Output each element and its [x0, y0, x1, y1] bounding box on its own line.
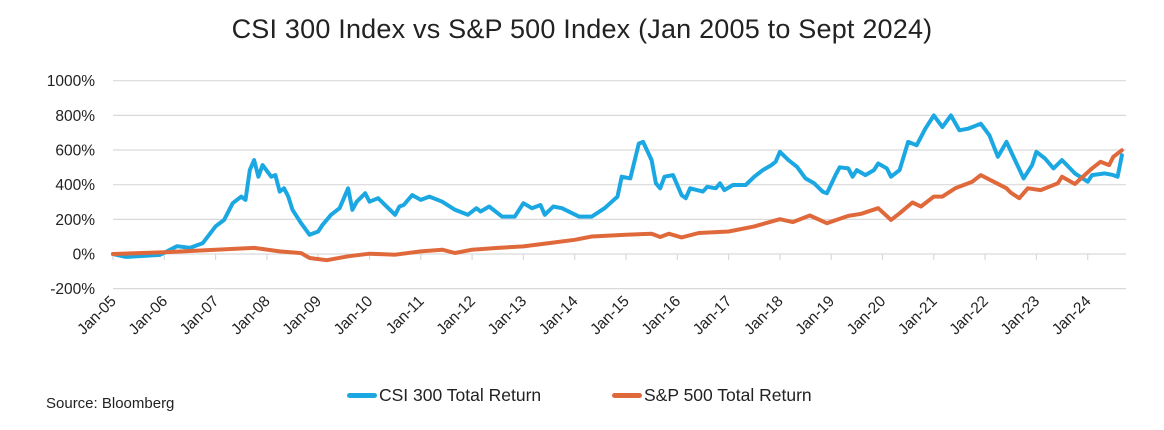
- x-tick-label: Jan-14: [536, 293, 582, 339]
- y-tick-label: -200%: [50, 281, 95, 298]
- x-tick-label: Jan-21: [895, 293, 941, 339]
- chart-title: CSI 300 Index vs S&P 500 Index (Jan 2005…: [231, 14, 933, 44]
- x-tick-label: Jan-06: [126, 293, 172, 339]
- series-lines: [111, 113, 1124, 263]
- x-tick-label: Jan-22: [946, 293, 992, 339]
- x-tick-label: Jan-24: [1049, 293, 1095, 339]
- series-line-csi300: [111, 113, 1124, 259]
- legend-item-sp500: S&P 500 Total Return: [612, 385, 812, 406]
- legend-label-csi300: CSI 300 Total Return: [379, 385, 542, 405]
- gridlines: [113, 80, 1126, 290]
- series-line-sp500: [111, 148, 1124, 263]
- x-tick-label: Jan-23: [998, 293, 1044, 339]
- x-tick-label: Jan-05: [74, 293, 120, 339]
- y-tick-label: 0%: [73, 247, 96, 264]
- x-tick-label: Jan-10: [331, 293, 377, 339]
- legend-item-csi300: CSI 300 Total Return: [347, 385, 541, 406]
- x-tick-label: Jan-17: [690, 293, 736, 339]
- source-note: Source: Bloomberg: [46, 395, 175, 412]
- legend-label-sp500: S&P 500 Total Return: [644, 385, 812, 405]
- x-tick-label: Jan-12: [433, 293, 479, 339]
- x-tick-label: Jan-11: [383, 293, 428, 338]
- y-tick-label: 400%: [55, 177, 95, 194]
- legend-swatch-sp500: [612, 393, 642, 398]
- x-axis: Jan-05 Jan-06 Jan-07 Jan-08 Jan-09 Jan-10 Jan-…: [74, 254, 1095, 338]
- y-tick-label: 800%: [55, 108, 95, 125]
- x-tick-label: Jan-19: [792, 293, 838, 339]
- x-tick-label: Jan-08: [228, 293, 274, 339]
- y-tick-label: 200%: [55, 212, 95, 229]
- x-tick-label: Jan-16: [639, 293, 685, 339]
- x-tick-label: Jan-20: [844, 293, 890, 339]
- y-tick-label: 1000%: [47, 73, 95, 90]
- legend-swatch-csi300: [347, 393, 377, 398]
- x-tick-label: Jan-07: [177, 293, 223, 339]
- x-tick-label: Jan-15: [587, 293, 633, 339]
- y-axis-tick-labels: 1000% 800% 600% 400% 200% 0% -200%: [47, 73, 95, 298]
- x-tick-label: Jan-09: [279, 293, 325, 339]
- x-tick-label: Jan-18: [741, 293, 787, 339]
- x-tick-label: Jan-13: [485, 293, 531, 339]
- y-tick-label: 600%: [55, 143, 95, 160]
